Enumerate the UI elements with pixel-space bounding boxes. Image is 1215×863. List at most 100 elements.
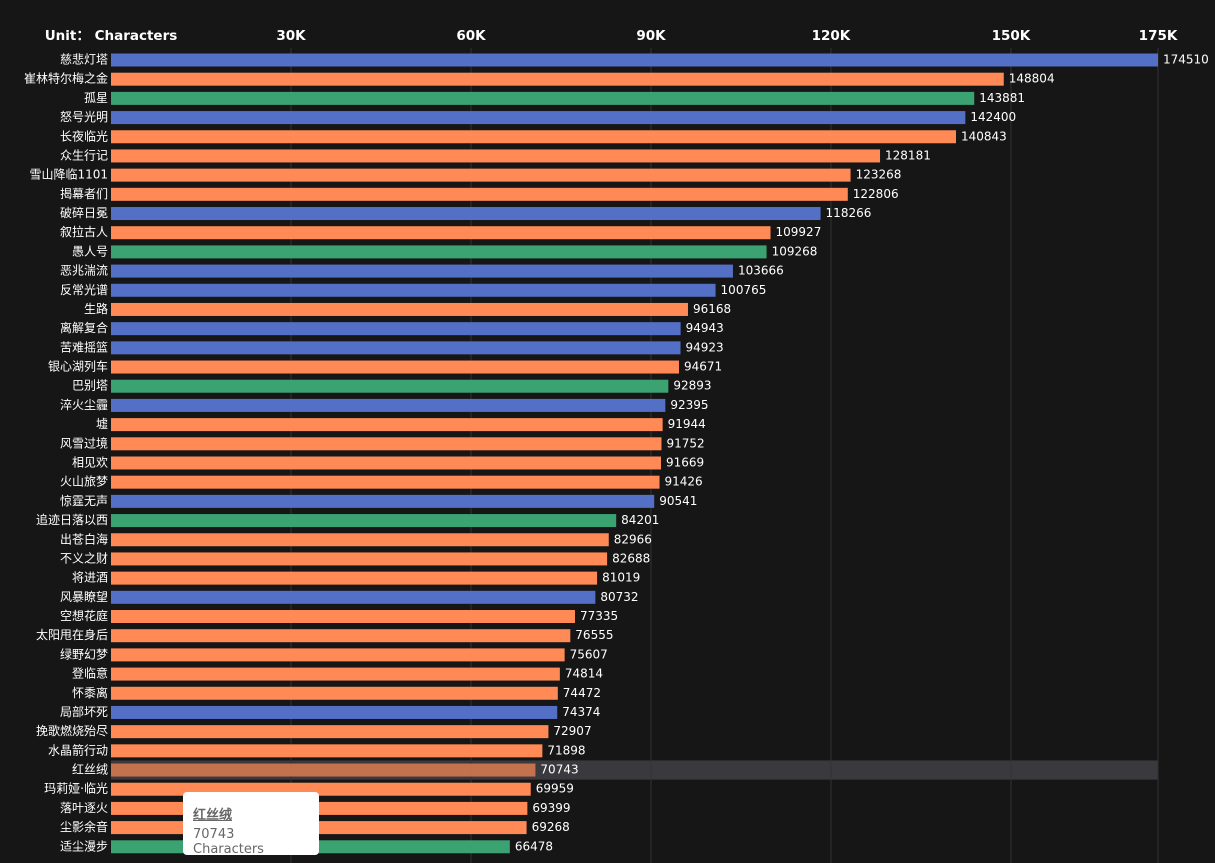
x-tick-label: 175K	[1139, 28, 1178, 44]
value-label: 118266	[826, 206, 872, 220]
y-tick-label: 揭幕者们	[60, 186, 108, 201]
y-tick-label: 雪山降临1101	[29, 168, 108, 182]
value-label: 76555	[575, 628, 613, 642]
value-label: 69268	[532, 820, 570, 834]
bar	[111, 72, 1004, 86]
y-tick-label: 适尘漫步	[60, 839, 108, 853]
y-tick-label: 巴别塔	[72, 379, 108, 393]
bar	[111, 725, 549, 739]
value-label: 148804	[1009, 72, 1055, 86]
y-tick-label: 将进酒	[72, 571, 108, 585]
value-label: 92893	[673, 379, 711, 393]
y-tick-label: 破碎日冕	[60, 205, 108, 220]
tooltip-text: 70743 Characters	[193, 827, 264, 857]
y-tick-label: 玛莉娅·临光	[44, 782, 108, 796]
y-tick-label: 火山旅梦	[60, 475, 108, 489]
bar	[111, 360, 679, 374]
bar	[111, 437, 662, 451]
y-tick-label: 相见欢	[72, 454, 108, 469]
bar	[111, 226, 771, 240]
y-tick-label: 尘影余音	[60, 819, 108, 834]
value-label: 72907	[553, 724, 591, 738]
bar	[111, 667, 560, 681]
bar	[111, 514, 617, 528]
value-label: 91944	[668, 417, 706, 431]
value-label: 109268	[772, 244, 818, 258]
y-tick-label: 愚人号	[72, 244, 108, 258]
bar	[111, 456, 661, 470]
y-tick-label: 挽歌燃烧殆尽	[36, 723, 108, 738]
value-label: 128181	[885, 148, 931, 162]
bar	[111, 187, 848, 201]
bar	[111, 763, 536, 777]
axis-label: Unit： Characters	[45, 28, 178, 44]
y-tick-label: 慈悲灯塔	[60, 52, 108, 67]
tooltip-title: 红丝绒	[193, 808, 233, 823]
x-tick-label: 150K	[992, 28, 1031, 44]
bar	[111, 552, 608, 566]
y-tick-label: 众生行记	[60, 148, 108, 162]
y-tick-label: 太阳甩在身后	[36, 627, 108, 642]
bar	[111, 629, 571, 643]
value-label: 140843	[961, 129, 1007, 143]
value-label: 94671	[684, 360, 722, 374]
y-tick-label: 反常光谱	[60, 283, 108, 297]
y-tick-label: 风暴瞭望	[60, 590, 108, 604]
y-tick-label: 苦难摇篮	[60, 339, 108, 354]
y-tick-label: 追迹日落以西	[36, 512, 108, 527]
value-label: 71898	[547, 743, 585, 757]
tooltip: 红丝绒 70743 Characters	[183, 792, 319, 857]
x-tick-label: 120K	[812, 28, 851, 44]
y-tick-label: 惊霆无声	[60, 493, 108, 508]
value-label: 174510	[1163, 53, 1209, 67]
value-label: 80732	[600, 590, 638, 604]
bar	[111, 283, 716, 297]
value-label: 90541	[659, 494, 697, 508]
y-tick-label: 叙拉古人	[60, 224, 108, 239]
y-tick-label: 墟	[96, 417, 108, 431]
y-tick-label: 孤星	[84, 91, 108, 105]
bar	[111, 322, 681, 336]
value-label: 74374	[562, 705, 600, 719]
bar	[111, 91, 975, 105]
y-tick-label: 银心湖列车	[48, 359, 108, 374]
value-label: 74814	[565, 667, 603, 681]
bar	[111, 168, 851, 182]
bar	[111, 341, 681, 355]
bar	[111, 782, 531, 796]
value-label: 91426	[665, 475, 703, 489]
bar	[111, 207, 821, 221]
bar	[111, 398, 666, 412]
bar	[111, 302, 688, 316]
bar	[111, 571, 598, 585]
value-label: 96168	[693, 302, 731, 316]
bar	[111, 475, 660, 489]
value-label: 75607	[570, 647, 608, 661]
value-label: 142400	[970, 110, 1016, 124]
bar	[111, 149, 881, 163]
x-tick-label: 90K	[636, 28, 666, 44]
value-label: 143881	[979, 91, 1025, 105]
y-tick-label: 离解复合	[60, 320, 108, 335]
y-tick-label: 出苍白海	[60, 531, 108, 546]
value-label: 122806	[853, 187, 899, 201]
bar	[111, 130, 957, 144]
y-tick-label: 落叶逐火	[60, 801, 108, 815]
value-label: 81019	[602, 571, 640, 585]
bar	[111, 494, 655, 508]
bar	[111, 610, 575, 624]
y-tick-label: 崔林特尔梅之金	[24, 71, 108, 86]
value-label: 94943	[686, 321, 724, 335]
bar	[111, 590, 596, 604]
x-tick-label: 60K	[456, 28, 486, 44]
value-label: 109927	[776, 225, 822, 239]
bar	[111, 686, 558, 700]
value-label: 100765	[721, 283, 767, 297]
value-label: 91752	[666, 436, 704, 450]
value-label: 70743	[540, 763, 578, 777]
y-tick-label: 长夜临光	[60, 128, 108, 143]
value-label: 74472	[563, 686, 601, 700]
y-tick-label: 水晶箭行动	[48, 742, 108, 757]
bar	[111, 533, 609, 547]
